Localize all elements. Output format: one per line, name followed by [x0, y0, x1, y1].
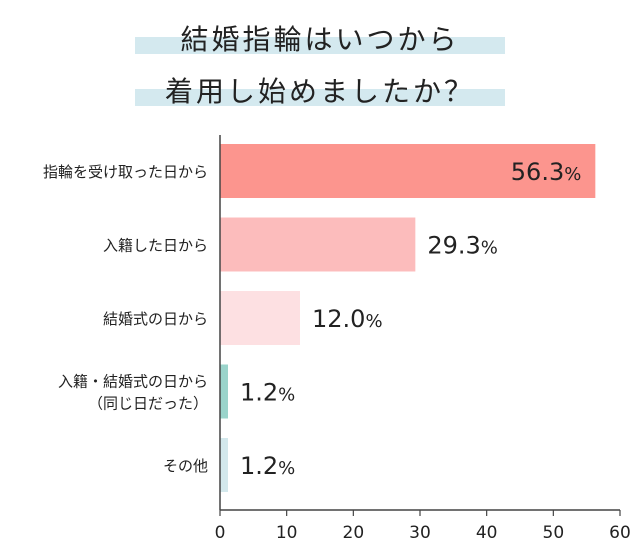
x-tick-label: 0: [215, 523, 226, 543]
data-label: 56.3%: [511, 158, 582, 186]
bar: [220, 291, 300, 345]
category-label: その他: [163, 457, 208, 475]
x-tick-label: 30: [409, 523, 431, 543]
chart-title: 結婚指輪はいつから 着用し始めましたか？: [0, 0, 640, 120]
title-line-1: 結婚指輪はいつから: [135, 14, 505, 56]
bar: [220, 364, 228, 419]
data-label: 1.2%: [240, 452, 295, 480]
title-highlight-band: [135, 37, 505, 54]
bar: [220, 217, 416, 272]
x-tick-label: 60: [609, 523, 631, 543]
title-highlight-band: [135, 89, 505, 106]
category-label: 指輪を受け取った日から: [43, 163, 208, 181]
title-line-2: 着用し始めましたか？: [135, 66, 505, 108]
data-label: 1.2%: [240, 379, 295, 407]
x-tick-label: 10: [276, 523, 298, 543]
category-label: 入籍・結婚式の日から: [58, 373, 208, 391]
bar: [220, 144, 596, 198]
category-label: （同じ日だった）: [88, 395, 208, 413]
x-tick-label: 40: [476, 523, 498, 543]
x-tick-label: 50: [543, 523, 565, 543]
data-label: 12.0%: [312, 305, 383, 333]
category-label: 結婚式の日から: [103, 310, 208, 328]
category-label: 入籍した日から: [103, 237, 208, 255]
bar: [220, 438, 228, 492]
data-label: 29.3%: [427, 232, 498, 260]
x-tick-label: 20: [343, 523, 365, 543]
title-text-1: 結婚指輪はいつから: [180, 23, 460, 56]
title-text-2: 着用し始めましたか？: [164, 75, 475, 108]
